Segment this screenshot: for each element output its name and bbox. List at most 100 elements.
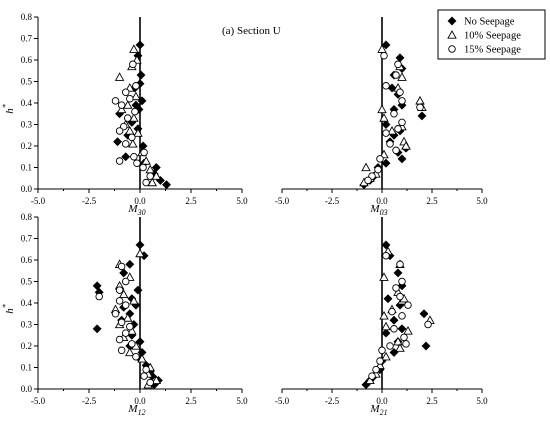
data-point — [146, 378, 154, 387]
data-point — [403, 326, 413, 335]
data-point — [118, 289, 129, 299]
data-point — [390, 109, 398, 118]
data-point — [142, 365, 150, 374]
data-point — [130, 152, 138, 161]
data-point — [365, 375, 375, 385]
data-point — [424, 320, 432, 329]
x-tick-label: 2.5 — [426, 196, 438, 206]
data-point — [132, 82, 140, 90]
y-tick-label: 0.1 — [21, 163, 32, 173]
data-point — [117, 346, 126, 355]
data-point — [121, 329, 130, 337]
data-point — [364, 176, 372, 185]
data-point — [417, 111, 427, 121]
data-point — [382, 251, 390, 260]
x-tick-label: 5.0 — [236, 396, 248, 406]
data-point — [128, 133, 136, 142]
data-point — [115, 335, 124, 344]
data-point — [95, 292, 103, 301]
data-point — [381, 240, 391, 250]
data-point — [397, 72, 407, 81]
data-point — [139, 163, 147, 172]
data-point — [126, 322, 134, 331]
data-point — [127, 326, 137, 335]
x-tick-label: 0.0 — [134, 196, 146, 206]
data-point — [378, 346, 386, 355]
data-point — [125, 347, 135, 357]
data-point — [117, 262, 126, 271]
data-point — [117, 101, 126, 109]
data-point — [416, 103, 424, 112]
data-point — [419, 309, 429, 319]
data-point — [126, 94, 134, 103]
data-point — [133, 159, 141, 167]
legend-marker-triangle — [447, 30, 457, 39]
legend: No Seepage 10% Seepage 15% Seepage — [437, 9, 546, 60]
legend-box — [437, 9, 546, 60]
x-tick-label: 5.0 — [476, 196, 488, 206]
y-tick-label: 0.8 — [21, 212, 33, 222]
series-circle — [111, 60, 154, 187]
data-point — [146, 172, 154, 180]
data-point — [135, 337, 145, 347]
data-point — [115, 157, 124, 165]
x-tick-label: -5.0 — [275, 196, 290, 206]
data-point — [397, 100, 407, 110]
data-point — [135, 240, 145, 250]
data-point — [392, 146, 400, 155]
data-point — [398, 277, 406, 286]
data-point — [386, 342, 394, 350]
y-tick-label: 0.2 — [21, 141, 32, 151]
data-point — [119, 268, 129, 278]
data-point — [129, 113, 139, 122]
data-point — [380, 51, 388, 60]
data-point — [141, 156, 151, 165]
data-point — [376, 357, 384, 365]
y-tick-label: 0.3 — [21, 320, 33, 330]
data-point — [117, 318, 126, 327]
data-point — [381, 40, 391, 50]
data-point — [131, 107, 139, 116]
data-point — [135, 248, 145, 258]
data-point — [121, 301, 130, 309]
data-point — [393, 336, 403, 346]
y-tick-label: 0.2 — [21, 341, 32, 351]
data-point — [392, 284, 400, 292]
x-axis-title: M21 — [369, 403, 387, 417]
y-tick-label: 0.6 — [21, 255, 33, 265]
data-point — [383, 294, 393, 304]
x-tick-label: -5.0 — [275, 396, 290, 406]
data-point — [394, 125, 402, 133]
data-point — [122, 313, 133, 322]
data-point — [381, 321, 391, 331]
legend-label: 10% Seepage — [464, 31, 521, 42]
series-diamond — [361, 240, 431, 390]
x-tick-label: 2.5 — [185, 196, 197, 206]
data-point — [398, 312, 406, 320]
data-point — [125, 259, 135, 269]
y-tick-label: 0.8 — [21, 12, 33, 22]
data-point — [132, 353, 140, 361]
data-point — [381, 351, 391, 361]
x-tick-label: -5.0 — [31, 396, 46, 406]
data-point — [381, 158, 391, 168]
x-tick-label: 5.0 — [476, 396, 488, 406]
data-point — [151, 375, 162, 385]
panel-1: -5.0 -2.5 0.0 2.5 5.0M300.00.10.20.30.40.50.… — [1, 12, 248, 217]
y-tick-label: 0.5 — [21, 277, 33, 287]
data-point — [113, 137, 123, 147]
x-tick-label: 0.0 — [376, 196, 388, 206]
data-point — [128, 340, 136, 348]
data-point — [397, 324, 407, 334]
legend-marker-circle — [448, 45, 456, 53]
data-point — [111, 97, 120, 105]
data-point — [396, 260, 404, 269]
data-point — [404, 301, 412, 309]
data-point — [140, 372, 148, 380]
x-tick-label: -5.0 — [31, 196, 46, 206]
chart-title: (a) Section U — [222, 25, 281, 37]
data-point — [124, 114, 132, 122]
data-point — [377, 104, 387, 114]
data-point — [115, 127, 124, 135]
